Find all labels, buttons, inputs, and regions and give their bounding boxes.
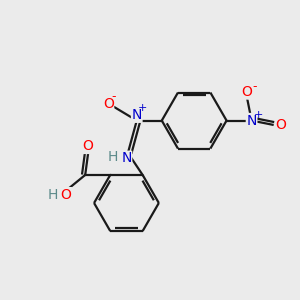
Text: H: H — [48, 188, 58, 202]
Text: N: N — [246, 114, 257, 128]
Text: -: - — [252, 80, 257, 93]
Text: N: N — [132, 108, 142, 122]
Text: +: + — [254, 110, 263, 120]
Text: N: N — [121, 151, 132, 165]
Text: +: + — [138, 103, 147, 113]
Text: H: H — [107, 150, 118, 164]
Text: -: - — [112, 90, 116, 103]
Text: O: O — [242, 85, 253, 99]
Text: O: O — [83, 140, 94, 153]
Text: O: O — [61, 188, 71, 202]
Text: O: O — [103, 97, 114, 111]
Text: O: O — [276, 118, 286, 132]
